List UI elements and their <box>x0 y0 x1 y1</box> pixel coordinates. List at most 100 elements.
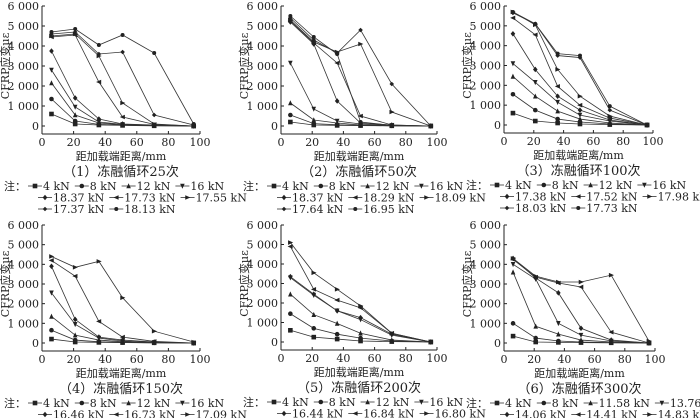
diamond-marker <box>504 193 510 200</box>
series-5 <box>49 48 196 129</box>
y-axis-label: CFRP应变με <box>460 32 474 99</box>
x-tick-label: 40 <box>336 136 350 149</box>
diamond-marker <box>96 334 102 340</box>
series-line <box>512 259 650 344</box>
series-line <box>51 256 194 343</box>
series-line <box>512 63 648 126</box>
legend-label: 18.09 kN <box>435 192 487 205</box>
star-marker <box>576 206 581 210</box>
circle-marker <box>288 311 293 317</box>
y-axis-label: CFRP应变με <box>0 250 12 317</box>
x-tick-label: 60 <box>130 136 144 149</box>
legend-label: 4 kN <box>282 180 309 193</box>
series-line <box>512 33 648 126</box>
legend-prefix: 注： <box>4 396 26 410</box>
square-marker <box>271 183 277 189</box>
legend-item: 16 kN <box>175 180 225 193</box>
triangle-up-marker <box>288 100 293 106</box>
diamond-marker <box>96 116 102 122</box>
triangle-up-marker <box>288 291 293 297</box>
hexagon-marker <box>358 27 363 33</box>
triangle-right-marker <box>49 254 55 259</box>
triangle-right-marker <box>96 259 102 264</box>
legend-label: 4 kN <box>43 180 70 193</box>
legend-item: 16.44 kN <box>277 408 344 418</box>
legend-prefix: 注： <box>243 395 265 409</box>
hexagon-marker <box>504 205 510 211</box>
triangle-down-marker <box>180 400 185 406</box>
legend-label: 17.64 kN <box>292 203 344 216</box>
triangle-left-marker <box>577 102 583 108</box>
square-marker <box>334 336 340 342</box>
star-marker <box>73 27 78 31</box>
x-tick-label: 40 <box>98 136 112 149</box>
series-line <box>51 260 194 344</box>
legend-prefix: 注： <box>466 396 488 410</box>
star-marker <box>120 33 125 37</box>
triangle-right-marker <box>334 287 340 292</box>
legend-item: 16.73 kN <box>109 409 176 418</box>
diamond-marker <box>42 411 48 418</box>
legend-item: 16 kN <box>414 180 464 193</box>
circle-marker <box>510 91 516 97</box>
legend-item: 14.41 kN <box>571 409 638 418</box>
series-line <box>512 272 649 344</box>
diamond-marker <box>42 194 48 201</box>
star-marker <box>288 14 293 18</box>
triangle-right-marker <box>185 412 191 417</box>
triangle-left-marker <box>352 195 358 200</box>
triangle-up-marker <box>311 117 317 123</box>
series-line <box>51 266 194 344</box>
triangle-left-marker <box>119 114 125 120</box>
series-line <box>512 112 648 126</box>
y-axis-label: CFRP应变με <box>237 32 251 99</box>
circle-marker <box>72 337 78 343</box>
triangle-up-marker <box>588 400 593 406</box>
y-tick-label: 4 000 <box>470 40 502 53</box>
series-line <box>51 292 194 344</box>
y-tick-label: 1 000 <box>470 317 502 330</box>
legend-label: 16.84 kN <box>363 408 415 418</box>
diamond-marker <box>358 314 363 321</box>
legend-label: 17.37 kN <box>53 203 105 216</box>
star-marker <box>607 104 612 109</box>
y-tick-label: 0 <box>271 120 278 133</box>
x-tick-label: 60 <box>586 135 600 148</box>
triangle-right-marker <box>151 121 157 127</box>
legend-item: 17.52 kN <box>571 191 638 204</box>
legend-item: 16.84 kN <box>348 408 415 418</box>
legend-item: 8 kN <box>536 179 579 192</box>
legend-item: 16 kN <box>637 179 687 192</box>
series-6 <box>48 258 196 346</box>
triangle-down-marker <box>577 112 583 118</box>
legend-label: 8 kN <box>90 180 117 193</box>
legend-item: 13.76 kN <box>654 397 700 410</box>
chart-panel-4: 0 1 000 2 000 3 000 4 000 5 000 6 000 0 20 40 60 80… <box>0 219 247 418</box>
series-line <box>51 33 194 127</box>
triangle-right-marker <box>185 195 191 200</box>
square-marker <box>72 121 78 127</box>
diamond-marker <box>281 194 287 201</box>
series-3 <box>510 269 652 346</box>
legend-item: 14.83 kN <box>642 409 700 418</box>
legend-label: 16 kN <box>190 397 224 410</box>
legend-item: 17.64 kN <box>277 203 344 216</box>
series-6 <box>48 32 196 129</box>
triangle-right-marker <box>151 328 157 334</box>
legend-label: 17.38 kN <box>515 191 567 204</box>
triangle-up-marker <box>532 93 538 99</box>
diamond-marker <box>120 121 125 127</box>
triangle-left-marker <box>113 412 119 417</box>
triangle-down-marker <box>510 61 516 67</box>
diamond-marker <box>334 98 340 104</box>
legend-label: 8 kN <box>329 180 356 193</box>
square-marker <box>494 182 500 188</box>
star-marker <box>191 122 196 126</box>
legend-label: 12 kN <box>137 180 171 193</box>
star-marker <box>533 21 538 26</box>
series-line <box>512 322 649 344</box>
x-tick-label: 80 <box>161 353 175 366</box>
y-tick-label: 1 000 <box>247 317 279 330</box>
legend-item: 16 kN <box>414 396 464 409</box>
circle-marker <box>358 335 363 341</box>
